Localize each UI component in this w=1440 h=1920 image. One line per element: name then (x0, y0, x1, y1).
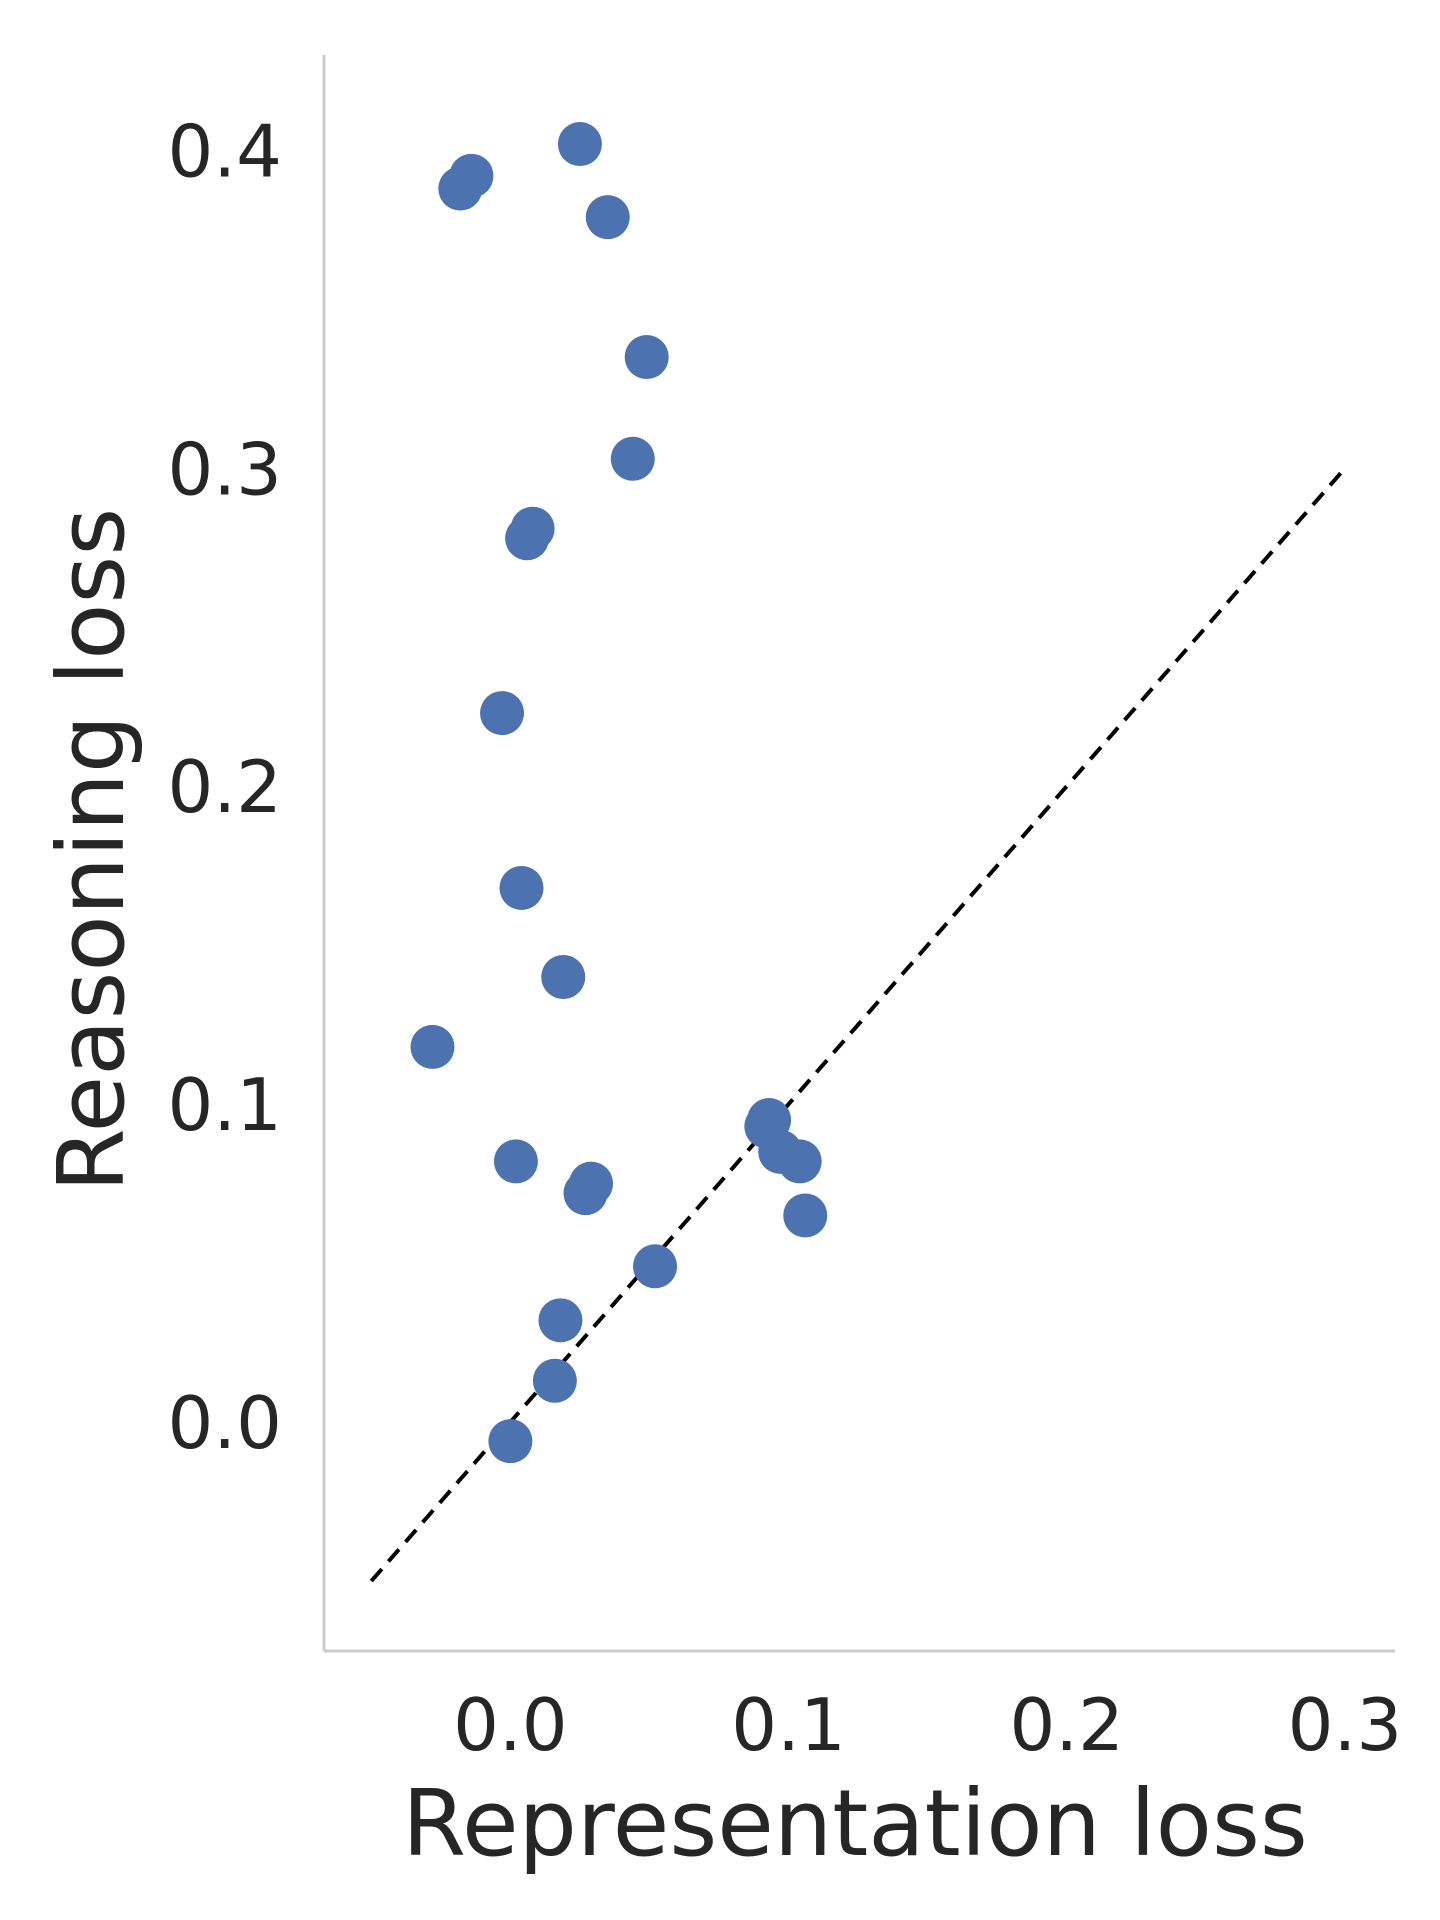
data-point (633, 1244, 678, 1289)
y-axis-label: Reasoning loss (38, 508, 145, 1193)
x-tick-label: 0.2 (1009, 1683, 1124, 1767)
data-point (541, 954, 586, 999)
x-tick-labels: 0.0 0.1 0.2 0.3 (453, 1683, 1402, 1767)
x-tick-label: 0.1 (731, 1683, 846, 1767)
data-point (493, 1139, 538, 1184)
data-point (777, 1139, 822, 1184)
data-point (624, 335, 669, 380)
y-tick-label: 0.0 (167, 1381, 282, 1465)
data-point (438, 166, 483, 211)
axes (322, 55, 1395, 1653)
reference-line (369, 466, 1347, 1583)
data-point (505, 516, 550, 561)
data-point (538, 1298, 583, 1343)
data-point (783, 1193, 828, 1238)
data-point (499, 865, 544, 910)
x-tick-label: 0.3 (1288, 1683, 1403, 1767)
data-point (563, 1171, 608, 1216)
y-tick-label: 0.2 (167, 745, 282, 829)
points-group (410, 122, 828, 1464)
y-tick-label: 0.1 (167, 1063, 282, 1147)
y-tick-label: 0.3 (167, 427, 282, 511)
data-point (585, 195, 630, 240)
x-tick-label: 0.0 (453, 1683, 568, 1767)
data-point (557, 122, 602, 167)
data-point (532, 1358, 577, 1403)
reference-line-group (369, 466, 1347, 1583)
y-tick-labels: 0.0 0.1 0.2 0.3 0.4 (167, 109, 282, 1465)
data-point (410, 1024, 455, 1069)
data-point (488, 1419, 533, 1464)
x-axis-label: Representation loss (402, 1770, 1308, 1877)
data-point (480, 691, 525, 736)
y-tick-label: 0.4 (167, 109, 282, 193)
data-point (610, 436, 655, 481)
